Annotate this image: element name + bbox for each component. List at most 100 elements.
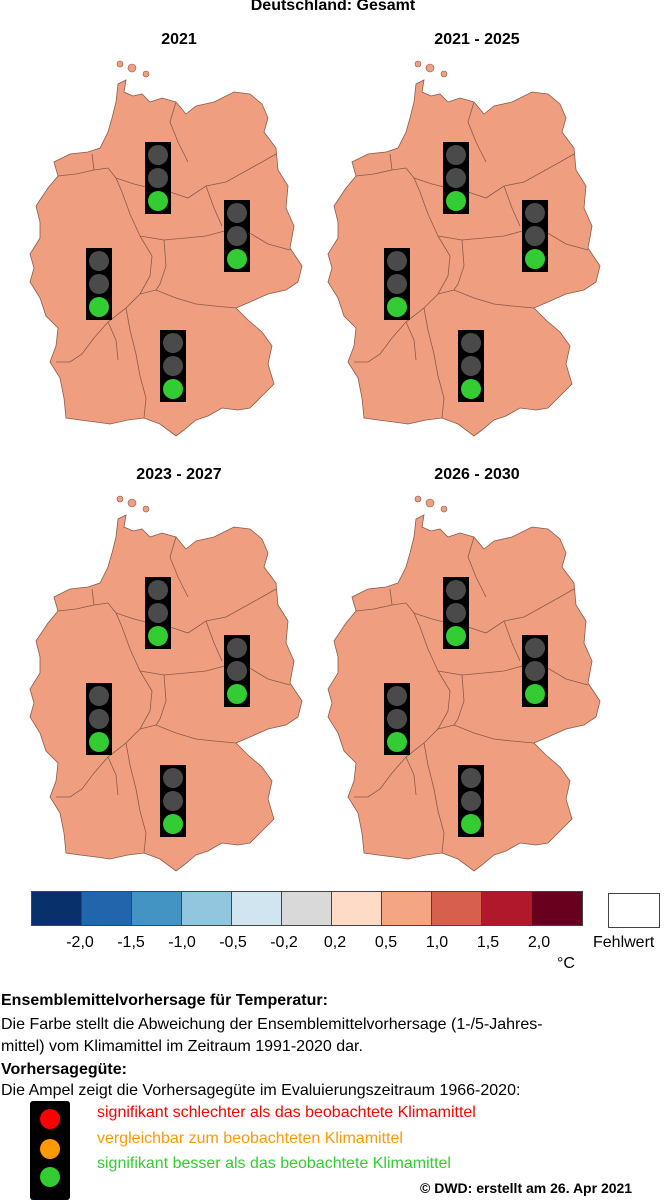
traffic-light [160,330,186,402]
red-lamp-icon [163,333,183,353]
green-lamp-icon [387,732,407,752]
red-lamp-icon [89,686,109,706]
island [142,70,150,78]
region-border [503,185,521,227]
legend-swatch-10 [532,892,582,925]
island [414,495,422,503]
island [414,60,422,68]
region-border [125,307,147,419]
key-orange-label: vergleichbar zum beobachteten Klimamitte… [97,1130,403,1147]
green-lamp-icon [227,249,247,269]
green-lamp-icon [148,191,168,211]
key-green-label: signifikant besser als das beobachtete K… [97,1155,451,1172]
orange-lamp-icon [148,603,168,623]
traffic-light [522,635,548,707]
legend-swatch-5 [282,892,332,925]
region-border [169,101,189,163]
red-lamp-icon [148,580,168,600]
traffic-light [443,142,469,214]
green-lamp-icon [89,297,109,317]
body-ensemble-line1: Die Farbe stellt die Abweichung der Ense… [1,1016,543,1033]
heading-ensemble: Ensemblemittelvorhersage für Temperatur: [1,992,328,1009]
green-lamp-icon [163,814,183,834]
region-border [423,307,445,419]
legend-tick-label: -0,2 [270,934,298,951]
traffic-light [224,200,250,272]
region-border [169,536,189,598]
region-border [405,756,417,796]
traffic-light [458,330,484,402]
red-lamp-icon [525,638,545,658]
legend-swatch-8 [432,892,482,925]
region-border [115,588,277,634]
legend-swatch-2 [132,892,182,925]
germany-map-2026-2030 [327,495,601,872]
region-border [355,602,439,672]
traffic-light [443,577,469,649]
region-border [437,724,535,744]
region-border [413,588,575,634]
green-lamp-icon [446,626,466,646]
germany-region-fill [327,79,601,437]
legend-swatch-4 [232,892,282,925]
island [116,60,124,68]
missing-value-swatch [608,893,660,928]
legend-tick-label: 0,2 [323,934,347,951]
germany-map-2021-2025 [327,60,601,437]
region-border [437,289,535,309]
orange-light-icon [40,1139,60,1159]
orange-lamp-icon [387,709,407,729]
legend-tick-label: -1,5 [117,934,145,951]
panel-title-2: 2021 - 2025 [434,31,520,48]
legend-tick-label: 1,0 [425,934,449,951]
legend-swatch-9 [482,892,532,925]
green-lamp-icon [227,684,247,704]
germany-map-2021 [29,60,303,437]
island [127,498,137,508]
legend-tick-label: 0,5 [374,934,398,951]
orange-lamp-icon [461,356,481,376]
orange-lamp-icon [227,661,247,681]
green-lamp-icon [148,626,168,646]
orange-lamp-icon [163,356,183,376]
green-light-icon [40,1167,60,1187]
legend-swatch-6 [332,892,382,925]
germany-region-fill [29,79,303,437]
region-border [354,670,451,798]
green-lamp-icon [163,379,183,399]
island [440,70,448,78]
panel-title-4: 2026 - 2030 [434,466,520,483]
panel-title-3: 2023 - 2027 [136,466,222,483]
germany-map-2023-2027 [29,495,303,872]
legend-tick-label: -2,0 [66,934,94,951]
traffic-light [224,635,250,707]
legend-color-bar [31,891,583,926]
green-lamp-icon [461,814,481,834]
region-border [115,153,277,199]
footer-credit: © DWD: erstellt am 26. Apr 2021 [420,1180,633,1196]
traffic-light [384,248,410,320]
legend-tick-label: -1,0 [168,934,196,951]
missing-value-label: Fehlwert [593,934,655,951]
region-border [155,239,167,291]
orange-lamp-icon [89,709,109,729]
island [116,495,124,503]
red-lamp-icon [163,768,183,788]
island [425,63,435,73]
traffic-light [145,142,171,214]
orange-lamp-icon [461,791,481,811]
region-border [56,670,153,798]
orange-lamp-icon [387,274,407,294]
region-border [91,153,95,171]
color-legend [31,891,583,926]
orange-lamp-icon [148,168,168,188]
traffic-light-key [30,1101,70,1200]
body-quality: Die Ampel zeigt die Vorhersagegüte im Ev… [1,1082,521,1099]
traffic-light [145,577,171,649]
region-border [139,289,237,309]
region-border [139,724,237,744]
region-border [155,674,167,726]
island [142,505,150,513]
traffic-light [86,248,112,320]
region-border [467,536,487,598]
